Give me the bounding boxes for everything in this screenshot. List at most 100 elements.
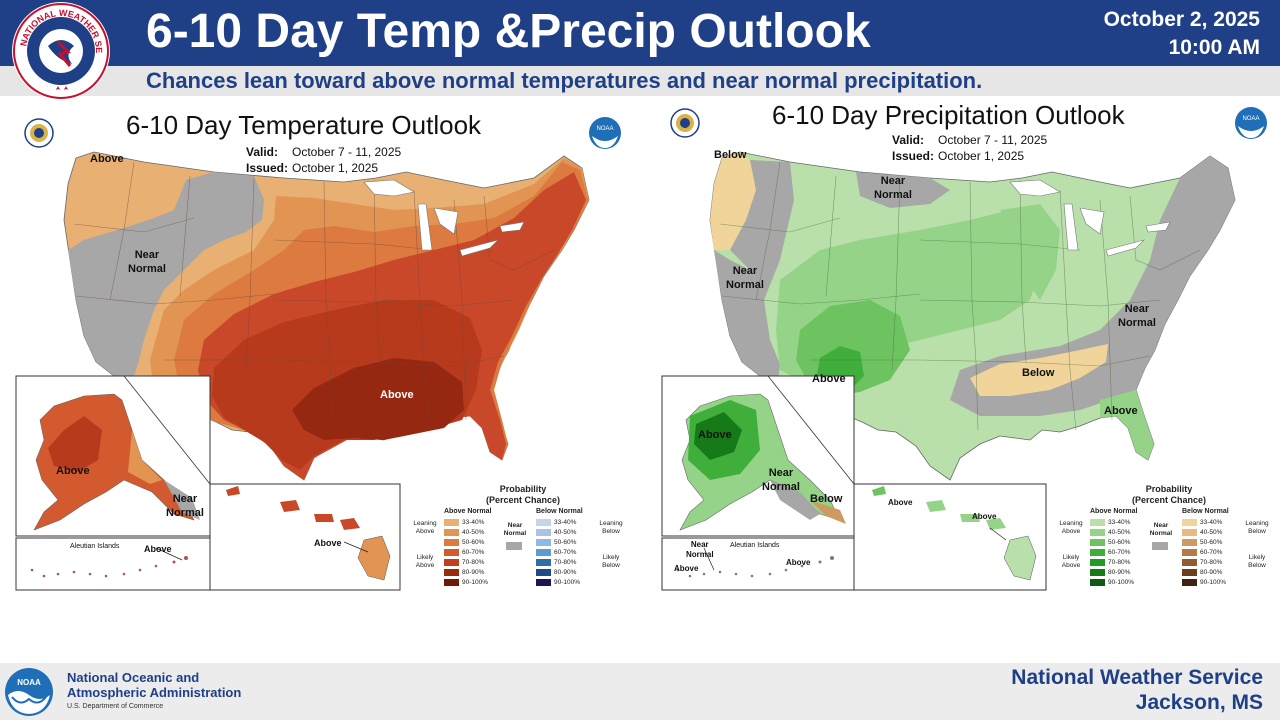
map-label-aleutian: Aleutian Islands [70,543,120,550]
temperature-map [15,151,590,591]
map-label-alaska-below: Below [810,493,843,505]
legend-precip-above-swatch [1090,558,1105,566]
map-label-nw-above: Above [90,153,124,165]
issued-label: Issued: [892,149,935,163]
legend-precip-above-swatch [1090,528,1105,536]
legend-temp-below-row: 80-90% [536,568,576,578]
legend-temp-above-swatch [444,538,459,546]
issue-time: 10:00 AM [1168,36,1260,59]
legend-temp-above-row: 70-80% [444,558,484,568]
legend-precip-below-range-label: 90-100% [1200,579,1227,586]
temperature-outlook-panel: NOAA 6-10 Day Temperature Outlook Valid:… [14,100,630,592]
legend-title: Probability (Percent Chance) [485,484,561,505]
office-block: National Weather Service Jackson, MS [1011,665,1263,715]
legend-near-normal-swatch [1152,542,1168,550]
legend-temp-above-row: 60-70% [444,548,484,558]
map-label-aleutian: Aleutian Islands [730,542,780,549]
office-location: Jackson, MS [1135,691,1263,714]
legend-leaning-below: Leaning Below [1245,520,1269,535]
valid-label: Valid: [892,133,925,147]
temperature-map-title: 6-10 Day Temperature Outlook [126,110,482,140]
legend-temp-below-row: 40-50% [536,528,576,538]
legend-precip-below-range-label: 70-80% [1200,559,1223,566]
noaa-logo-icon: NOAA [4,667,54,717]
legend-leaning-above: Leaning Above [1059,520,1083,535]
legend-precip-above-row: 70-80% [1090,558,1130,568]
map-label-florida-above: Above [1104,405,1138,417]
footer-bar [0,663,1280,720]
commerce-seal-icon [670,108,700,138]
map-label-south-above: Above [380,389,414,401]
legend-temp-above-swatch [444,548,459,556]
page-title: 6-10 Day Temp &Precip Outlook [146,5,871,58]
commerce-seal-icon [24,118,54,148]
page-subtitle: Chances lean toward above normal tempera… [146,68,983,93]
map-label-hawaii-above: Above [314,538,342,548]
legend-precip-below-swatch [1182,558,1197,566]
legend-temp-above-swatch [444,568,459,576]
map-label-west-near-normal: Near Normal [128,249,166,275]
map-label-nw-below: Below [714,149,747,161]
agency-name: National Oceanic and Atmospheric Adminis… [67,670,242,700]
svg-text:NOAA: NOAA [596,126,613,132]
legend-precip-above-range-label: 33-40% [1108,519,1131,526]
legend-precip-below-swatch [1182,548,1197,556]
map-label-aleutian-above: Above [144,544,172,554]
legend-temp-below-range-label: 80-90% [554,569,577,576]
legend-temp-below-range-label: 90-100% [554,579,581,586]
legend-precip-above-range-label: 80-90% [1108,569,1131,576]
legend-temp-above-range-label: 70-80% [462,559,485,566]
legend-likely-below: Likely Below [602,554,620,569]
legend-precip-above-range-label: 70-80% [1108,559,1131,566]
legend-temp-below-range-label: 40-50% [554,529,577,536]
valid-value: October 7 - 11, 2025 [938,133,1048,147]
svg-text:NOAA: NOAA [17,678,41,687]
map-label-north-near-normal: Near Normal [874,175,912,201]
legend-temp-below-row: 50-60% [536,538,576,548]
date-time-box: October 2, 2025 10:00 AM [1104,6,1260,62]
legend-precip-above-row: 33-40% [1090,518,1130,528]
issued-value: October 1, 2025 [938,149,1025,163]
map-label-aleutian-above: Above [674,564,699,573]
legend-temp-above-row: 40-50% [444,528,484,538]
legend-temp-above-range-label: 60-70% [462,549,485,556]
legend-temp-below-swatch [536,538,551,546]
map-label-alaska-above: Above [56,465,90,477]
map-label-sw-above: Above [812,373,846,385]
legend-precip-below-row: 80-90% [1182,568,1222,578]
legend-temp-above-range-label: 80-90% [462,569,485,576]
legend-precip-below-row: 33-40% [1182,518,1222,528]
legend-temp-above-range-label: 90-100% [462,579,489,586]
legend-near-normal-swatch [506,542,522,550]
legend-precip-below-row: 50-60% [1182,538,1222,548]
noaa-small-logo-icon: NOAA [1234,106,1268,140]
subtitle-bar [0,66,1280,96]
precipitation-map [661,151,1236,591]
legend-temp-above-range-label: 50-60% [462,539,485,546]
legend-below-head: Below Normal [536,508,583,515]
legend-precip-below-range-label: 40-50% [1200,529,1223,536]
legend-temp-above-swatch [444,578,459,586]
legend-precip-below-row: 90-100% [1182,578,1226,588]
map-label-aleutian-near-normal: Near Normal [686,540,714,559]
legend-likely-below: Likely Below [1248,554,1266,569]
legend-precip-above-row: 90-100% [1090,578,1134,588]
map-label-southeast-below: Below [1022,367,1055,379]
map-label-aleutian-above-2: Above [786,558,811,567]
legend-temp-above-swatch [444,528,459,536]
legend-precip-above-swatch [1090,578,1105,586]
legend-precip-above-range-label: 90-100% [1108,579,1135,586]
legend-likely-above: Likely Above [1061,554,1081,569]
legend-temp-below-row: 70-80% [536,558,576,568]
map-label-east-near-normal: Near Normal [1118,303,1156,329]
legend-precip-below-swatch [1182,568,1197,576]
nws-logo-icon: NATIONAL WEATHER SERVICE [9,0,110,100]
issue-date: October 2, 2025 [1103,8,1260,31]
noaa-small-logo-icon: NOAA [588,116,622,150]
temperature-valid-dates: Valid: October 7 - 11, 2025 Issued: Octobe… [246,144,401,176]
issued-value: October 1, 2025 [292,161,379,175]
legend-temp-below-range-label: 60-70% [554,549,577,556]
legend-precip-above-swatch [1090,568,1105,576]
legend-above-head: Above Normal [444,508,492,515]
legend-precip-below-range-label: 33-40% [1200,519,1223,526]
